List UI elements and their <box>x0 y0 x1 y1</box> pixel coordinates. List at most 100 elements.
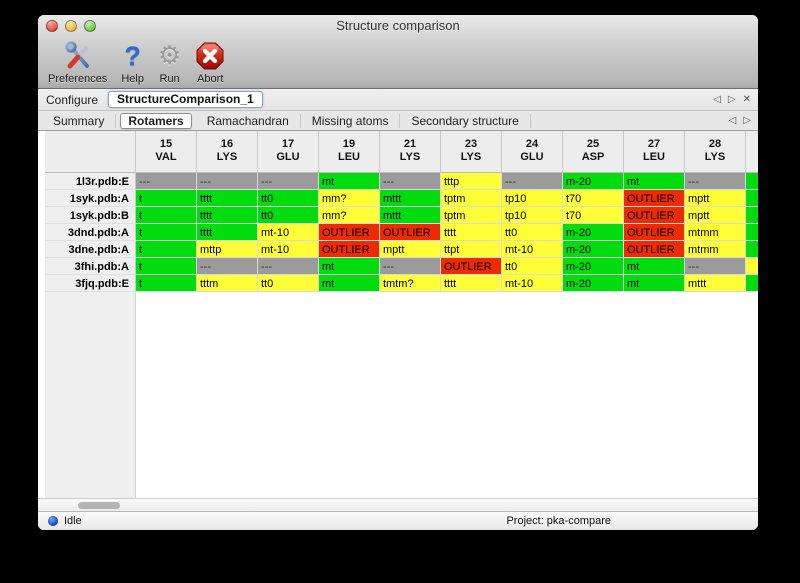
rotamer-cell[interactable]: mt <box>319 258 380 275</box>
clipped-rotamer-cell[interactable] <box>746 241 758 258</box>
rotamer-cell[interactable]: OUTLIER <box>319 224 380 241</box>
rotamer-cell[interactable]: mttt <box>380 207 441 224</box>
rotamer-cell[interactable]: m-20 <box>563 258 624 275</box>
rotamer-cell[interactable]: OUTLIER <box>624 241 685 258</box>
rotamer-cell[interactable]: tttp <box>441 173 502 190</box>
tab-summary[interactable]: Summary <box>42 113 117 128</box>
minimize-window-button[interactable] <box>65 20 77 32</box>
rotamer-cell[interactable]: --- <box>136 173 197 190</box>
rotamer-cell[interactable]: OUTLIER <box>624 224 685 241</box>
rotamer-cell[interactable]: mt <box>624 258 685 275</box>
rotamer-cell[interactable]: mt <box>319 275 380 292</box>
tabs-scroll-left-icon[interactable]: ◁ <box>728 114 737 126</box>
rotamer-cell[interactable]: m-20 <box>563 275 624 292</box>
help-button[interactable]: ? Help <box>121 40 144 85</box>
clipped-rotamer-cell[interactable] <box>746 207 758 224</box>
rotamer-cell[interactable]: mm? <box>319 190 380 207</box>
clipped-rotamer-cell[interactable] <box>746 275 758 292</box>
rotamer-cell[interactable]: tt0 <box>502 258 563 275</box>
scrollbar-thumb[interactable] <box>78 502 120 509</box>
rotamer-cell[interactable]: --- <box>502 173 563 190</box>
rotamer-cell[interactable]: tttt <box>197 207 258 224</box>
title-bar[interactable]: Structure comparison <box>38 15 758 36</box>
row-label[interactable]: 3dnd.pdb:A <box>45 224 136 241</box>
rotamer-cell[interactable]: m-20 <box>563 241 624 258</box>
rotamer-cell[interactable]: tp10 <box>502 207 563 224</box>
rotamer-cell[interactable]: mt-10 <box>258 241 319 258</box>
row-label[interactable]: 3dne.pdb:A <box>45 241 136 258</box>
rotamer-cell[interactable]: t <box>136 258 197 275</box>
rotamer-cell[interactable]: tttt <box>197 224 258 241</box>
rotamer-cell[interactable]: mt <box>319 173 380 190</box>
scroll-right-icon[interactable]: ▷ <box>727 93 736 105</box>
rotamer-cell[interactable]: tttm <box>197 275 258 292</box>
rotamer-cell[interactable]: --- <box>258 258 319 275</box>
tab-missing-atoms[interactable]: Missing atoms <box>300 113 401 128</box>
rotamer-cell[interactable]: --- <box>380 173 441 190</box>
rotamer-cell[interactable]: tptm <box>441 207 502 224</box>
tab-rotamers[interactable]: Rotamers <box>120 112 192 129</box>
close-window-button[interactable] <box>46 20 58 32</box>
rotamer-cell[interactable]: OUTLIER <box>624 207 685 224</box>
row-label[interactable]: 3fhi.pdb:A <box>45 258 136 275</box>
rotamer-cell[interactable]: m-20 <box>563 224 624 241</box>
rotamer-cell[interactable]: t <box>136 190 197 207</box>
row-label[interactable]: 1syk.pdb:A <box>45 190 136 207</box>
rotamer-cell[interactable]: mtmm <box>685 241 746 258</box>
rotamer-cell[interactable]: t70 <box>563 207 624 224</box>
rotamer-cell[interactable]: tp10 <box>502 190 563 207</box>
close-tab-icon[interactable]: ✕ <box>742 93 751 105</box>
rotamer-cell[interactable]: tt0 <box>258 190 319 207</box>
rotamer-cell[interactable]: mm? <box>319 207 380 224</box>
rotamer-cell[interactable]: mt-10 <box>258 224 319 241</box>
rotamer-cell[interactable]: --- <box>380 258 441 275</box>
horizontal-scrollbar[interactable] <box>38 498 758 511</box>
rotamer-cell[interactable]: mptt <box>380 241 441 258</box>
rotamer-cell[interactable]: --- <box>685 173 746 190</box>
clipped-rotamer-cell[interactable] <box>746 173 758 190</box>
rotamer-cell[interactable]: mt-10 <box>502 275 563 292</box>
rotamer-cell[interactable]: --- <box>197 173 258 190</box>
rotamer-cell[interactable]: OUTLIER <box>380 224 441 241</box>
rotamer-cell[interactable]: t <box>136 275 197 292</box>
rotamer-cell[interactable]: OUTLIER <box>319 241 380 258</box>
rotamer-cell[interactable]: --- <box>258 173 319 190</box>
abort-button[interactable]: Abort <box>195 40 225 85</box>
rotamer-cell[interactable]: tt0 <box>502 224 563 241</box>
rotamer-cell[interactable]: mt <box>624 275 685 292</box>
rotamer-cell[interactable]: tptm <box>441 190 502 207</box>
scroll-left-icon[interactable]: ◁ <box>713 93 721 105</box>
rotamer-cell[interactable]: mt-10 <box>502 241 563 258</box>
rotamer-cell[interactable]: tt0 <box>258 207 319 224</box>
rotamer-cell[interactable]: --- <box>197 258 258 275</box>
rotamer-cell[interactable]: OUTLIER <box>624 190 685 207</box>
rotamer-cell[interactable]: mt <box>624 173 685 190</box>
rotamer-cell[interactable]: mttt <box>380 190 441 207</box>
row-label[interactable]: 1syk.pdb:B <box>45 207 136 224</box>
rotamer-cell[interactable]: ttpt <box>441 241 502 258</box>
rotamer-cell[interactable]: tmtm? <box>380 275 441 292</box>
rotamer-cell[interactable]: mttp <box>197 241 258 258</box>
clipped-rotamer-cell[interactable] <box>746 224 758 241</box>
rotamer-cell[interactable]: tttt <box>441 275 502 292</box>
rotamer-cell[interactable]: tttt <box>197 190 258 207</box>
rotamer-cell[interactable]: mttt <box>685 275 746 292</box>
rotamer-cell[interactable]: mtmm <box>685 224 746 241</box>
row-label[interactable]: 1l3r.pdb:E <box>45 173 136 190</box>
zoom-window-button[interactable] <box>84 20 96 32</box>
rotamer-cell[interactable]: t <box>136 224 197 241</box>
rotamer-cell[interactable]: t70 <box>563 190 624 207</box>
configure-instance-tab[interactable]: StructureComparison_1 <box>108 91 263 108</box>
clipped-rotamer-cell[interactable] <box>746 190 758 207</box>
rotamer-cell[interactable]: tt0 <box>258 275 319 292</box>
tab-secondary-structure[interactable]: Secondary structure <box>400 113 531 128</box>
row-label[interactable]: 3fjq.pdb:E <box>45 275 136 292</box>
rotamer-cell[interactable]: mptt <box>685 190 746 207</box>
rotamer-cell[interactable]: tttt <box>441 224 502 241</box>
tab-ramachandran[interactable]: Ramachandran <box>195 113 301 128</box>
rotamer-cell[interactable]: m-20 <box>563 173 624 190</box>
rotamer-cell[interactable]: mptt <box>685 207 746 224</box>
clipped-rotamer-cell[interactable] <box>746 258 758 275</box>
rotamer-cell[interactable]: OUTLIER <box>441 258 502 275</box>
rotamer-cell[interactable]: t <box>136 241 197 258</box>
